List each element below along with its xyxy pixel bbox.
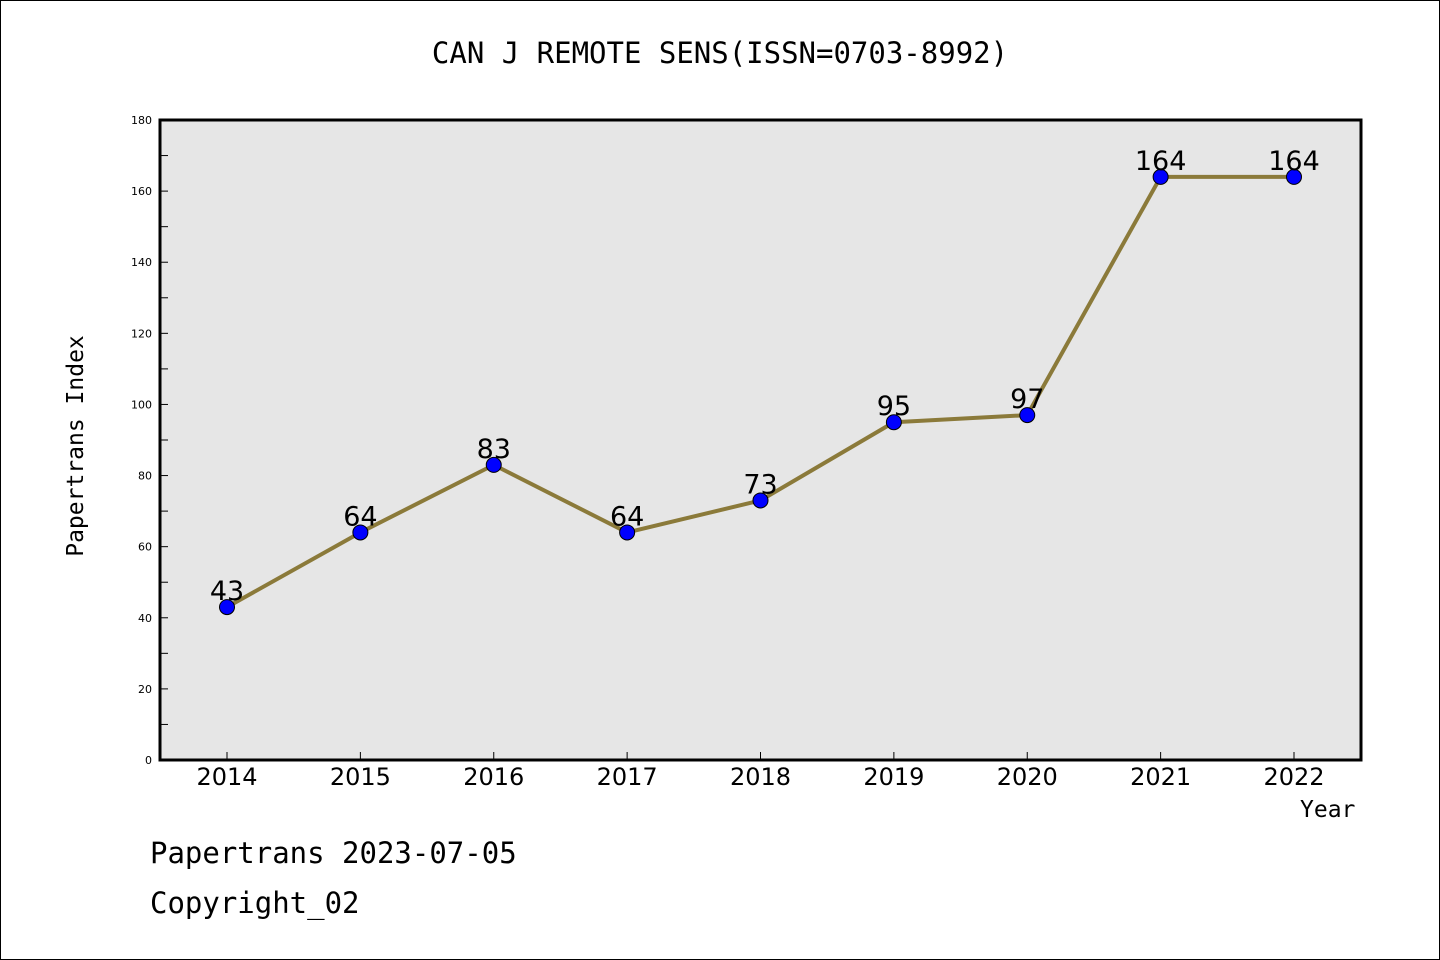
data-label: 73 [743,469,777,500]
x-tick-label: 2014 [196,763,257,791]
footer-copyright: Copyright_02 [150,886,360,920]
data-label: 97 [1010,384,1044,415]
data-point [1019,407,1036,424]
y-tick-label: 120 [131,327,152,340]
data-point [752,492,769,509]
data-point [219,599,235,616]
chart-title: CAN J REMOTE SENS(ISSN=0703-8992) [431,36,1009,70]
x-tick-label: 2021 [1130,763,1191,791]
y-tick-label: 100 [131,398,152,411]
y-tick-label: 140 [131,256,152,269]
data-labels: 43 64 83 64 73 95 97 164 164 [210,146,1320,607]
plot-area [158,118,1363,762]
x-tick-label: 2019 [863,763,924,791]
data-label: 43 [210,576,244,607]
x-tick-label: 2020 [997,763,1058,791]
data-label: 64 [343,501,377,532]
data-point [1286,168,1302,185]
data-label: 95 [877,391,911,422]
y-tick-label: 60 [138,541,152,554]
x-axis: 2014 2015 2016 2017 2018 2019 2020 2021 2022 [196,752,1325,791]
data-label: 164 [1268,146,1320,177]
x-tick-label: 2017 [597,763,658,791]
series-markers [219,168,1302,616]
data-label: 83 [477,434,511,465]
data-label: 64 [610,501,644,532]
y-axis: 0 20 40 60 80 100 120 140 160 180 [131,114,168,767]
x-tick-label: 2018 [730,763,791,791]
y-tick-label: 160 [131,185,152,198]
y-tick-label: 80 [138,470,152,483]
y-tick-label: 40 [138,612,152,625]
data-label: 164 [1135,146,1187,177]
data-point [619,524,636,541]
data-point [1152,168,1169,185]
x-tick-label: 2022 [1263,763,1324,791]
x-axis-label: Year [1300,797,1356,823]
data-point [352,524,369,541]
y-tick-label: 0 [145,754,152,767]
x-tick-label: 2016 [463,763,524,791]
x-tick-label: 2015 [330,763,391,791]
y-tick-label: 20 [138,683,152,696]
data-point [485,456,502,473]
data-point [885,414,902,431]
footer-date: Papertrans 2023-07-05 [150,836,517,870]
y-tick-label: 180 [131,114,152,127]
